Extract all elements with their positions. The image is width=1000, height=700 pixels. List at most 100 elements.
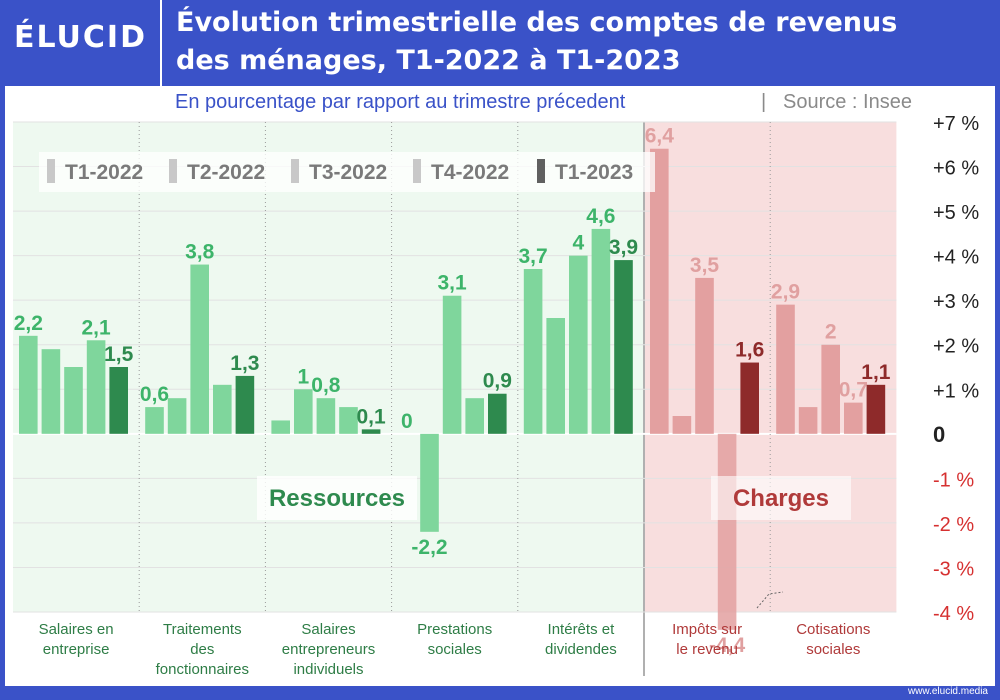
x-category-label-line: entreprise	[43, 641, 110, 658]
data-label: 0,6	[140, 383, 169, 406]
x-category-label-line: fonctionnaires	[156, 661, 249, 678]
bar	[650, 148, 669, 434]
bar	[821, 344, 840, 434]
x-category-label-line: Impôts sur	[672, 621, 742, 638]
bar	[614, 260, 633, 434]
x-category-label: Impôts sur le revenu	[672, 621, 742, 658]
y-tick-label: +3 %	[933, 291, 979, 313]
data-label: 0	[401, 410, 413, 433]
y-tick-label: -4 %	[933, 603, 974, 625]
data-label: 3,7	[518, 245, 547, 268]
bar	[19, 335, 38, 434]
data-label: -4,4	[709, 634, 746, 657]
y-tick-label: -1 %	[933, 469, 974, 491]
data-label: 1,3	[230, 352, 259, 375]
bar	[569, 255, 588, 434]
x-category-label: Salaires en entreprise	[39, 621, 114, 658]
bar	[316, 398, 336, 434]
data-label: 0,8	[311, 374, 341, 397]
chart-title-line-1: Évolution trimestrielle des comptes de r…	[176, 7, 898, 38]
group-label-charges: Charges	[733, 485, 829, 512]
x-category-label-line: Salaires	[301, 621, 355, 638]
data-label: 1,6	[735, 339, 764, 362]
bar	[695, 277, 714, 434]
bar	[844, 402, 863, 434]
bar	[294, 389, 313, 434]
bar	[717, 433, 737, 630]
data-label: 3,5	[690, 254, 720, 277]
bar	[190, 264, 209, 434]
resources-label-box	[257, 476, 417, 520]
y-tick-label: +1 %	[933, 380, 979, 402]
y-tick-label: +6 %	[933, 158, 979, 180]
data-label: 2,2	[14, 312, 43, 335]
x-category-label: Cotisations sociales	[796, 621, 870, 658]
legend-swatch	[169, 159, 177, 183]
group-label-resources: Ressources	[269, 485, 405, 512]
y-tick-label: +4 %	[933, 247, 979, 269]
data-label: 3,1	[437, 272, 467, 295]
bar	[167, 398, 187, 434]
x-category-label: Traitements des fonctionnaires	[156, 621, 249, 678]
data-label: 0,9	[483, 370, 512, 393]
charges-label-box	[711, 476, 851, 520]
data-label: 3,9	[609, 236, 638, 259]
y-tick-label: +7 %	[933, 113, 979, 135]
bar-chart: En pourcentage par rapport au trimestre …	[13, 91, 979, 678]
x-category-label-line: Cotisations	[796, 621, 870, 638]
bar	[41, 349, 61, 434]
chart-source: Source : Insee	[783, 91, 912, 113]
data-label: 4	[572, 232, 584, 255]
x-category-label-line: sociales	[428, 641, 482, 658]
subtitle-separator: |	[761, 91, 766, 113]
data-label: 1,5	[104, 343, 134, 366]
logo-box: ÉLUCID	[0, 0, 162, 86]
data-label: -2,2	[411, 536, 447, 559]
legend-background	[39, 152, 655, 192]
bar	[465, 398, 484, 434]
legend-swatch	[537, 159, 545, 183]
bar	[672, 416, 692, 434]
legend-label: T4-2022	[431, 161, 509, 184]
bar	[798, 407, 818, 434]
data-label: 1,1	[861, 361, 891, 384]
bar	[64, 367, 83, 434]
y-tick-label: +5 %	[933, 202, 979, 224]
legend-swatch	[47, 159, 55, 183]
legend-swatch	[413, 159, 421, 183]
x-category-label-line: des	[190, 641, 214, 658]
x-category-label-line: Prestations	[417, 621, 492, 638]
data-label: 0,7	[839, 379, 868, 402]
x-category-label: Intérêts et dividendes	[545, 621, 617, 658]
bar	[776, 304, 795, 434]
bar	[523, 269, 543, 434]
x-category-label-line: individuels	[293, 661, 363, 678]
y-tick-label: +2 %	[933, 336, 979, 358]
bar	[420, 433, 439, 532]
x-category-label-line: entrepreneurs	[282, 641, 375, 658]
bar	[740, 362, 759, 434]
x-category-label-line: dividendes	[545, 641, 617, 658]
y-tick-label: -2 %	[933, 514, 974, 536]
data-label: 2,1	[81, 316, 111, 339]
data-label: 1	[297, 365, 309, 388]
data-label: 2	[825, 321, 837, 344]
x-category-label-line: Intérêts et	[548, 621, 616, 638]
bar	[361, 429, 381, 434]
chart-title: Évolution trimestrielle des comptes de r…	[176, 4, 976, 80]
bar	[213, 384, 232, 434]
data-label: 2,9	[771, 281, 800, 304]
legend-label: T1-2022	[65, 161, 143, 184]
x-category-label-line: Traitements	[163, 621, 242, 638]
data-label: 6,4	[645, 125, 675, 148]
y-tick-label: 0	[933, 422, 945, 447]
bar	[235, 375, 255, 434]
y-tick-label: -3 %	[933, 558, 974, 580]
x-category-label-line: le revenu	[676, 641, 738, 658]
bar	[271, 420, 290, 434]
bar	[145, 407, 164, 434]
x-category-label: Salaires entrepreneurs individuels	[282, 621, 375, 678]
x-category-label-line: sociales	[806, 641, 860, 658]
legend-label: T3-2022	[309, 161, 387, 184]
